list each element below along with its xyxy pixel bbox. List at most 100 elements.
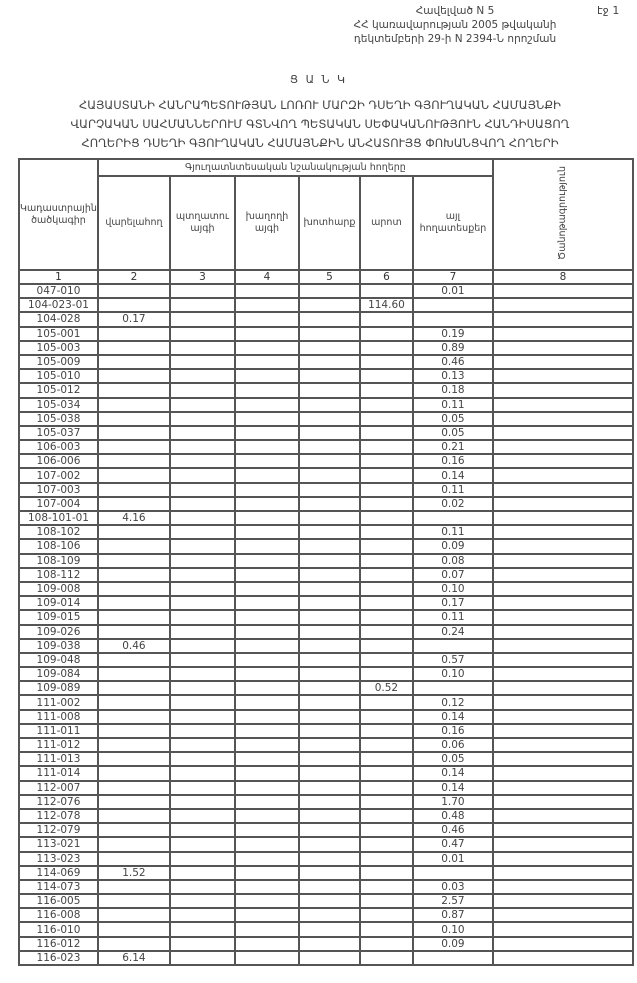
cell-orchard [168, 580, 236, 598]
cell-cadastral-code: 108-109 [18, 552, 99, 569]
cell-hayfield [297, 651, 361, 669]
header-cadastral-code: Կադաստրային ծածկագիր [18, 158, 99, 271]
cell-orchard [168, 708, 236, 725]
table-row: 105-034 0.11 [18, 396, 634, 413]
cell-notes [491, 566, 634, 583]
cell-other-lands: 0.57 [411, 651, 494, 669]
cell-arable [96, 325, 171, 342]
cell-arable [96, 339, 171, 356]
cell-orchard [168, 410, 236, 427]
cell-hayfield [297, 538, 361, 555]
cell-hayfield [297, 282, 361, 300]
cell-vineyard [233, 637, 300, 654]
cell-notes [491, 793, 634, 810]
cell-vineyard [233, 694, 300, 711]
cell-pasture [358, 509, 414, 527]
cell-orchard [168, 325, 236, 342]
cell-notes [491, 878, 634, 896]
table-row: 111-011 0.16 [18, 722, 634, 740]
cell-vineyard [233, 864, 300, 881]
cell-cadastral-code: 108-101-01 [18, 509, 99, 527]
table-row: 107-002 0.14 [18, 467, 634, 484]
table-row: 114-073 0.03 [18, 878, 634, 896]
header-hayfield: խոտհարք [297, 175, 361, 271]
table-row: 113-021 0.47 [18, 836, 634, 853]
cell-hayfield [297, 325, 361, 342]
cell-vineyard [233, 424, 300, 442]
cell-hayfield [297, 453, 361, 470]
cell-notes [491, 552, 634, 569]
table-row: 112-078 0.48 [18, 807, 634, 825]
cell-cadastral-code: 112-076 [18, 793, 99, 810]
annex-line: ՀՀ կառավարության 2005 թվականի [353, 19, 557, 31]
cell-orchard [168, 439, 236, 456]
cell-cadastral-code: 114-073 [18, 878, 99, 896]
header-orchard: պտղատու այգի [168, 175, 236, 271]
cell-notes [491, 907, 634, 924]
cell-notes [491, 609, 634, 626]
cell-vineyard [233, 893, 300, 910]
cell-other-lands: 0.05 [411, 424, 494, 442]
cell-hayfield [297, 353, 361, 371]
column-number: 2 [96, 269, 171, 285]
cell-other-lands: 0.01 [411, 282, 494, 300]
cell-hayfield [297, 736, 361, 754]
cell-notes [491, 722, 634, 740]
table-row: 109-089 0.52 [18, 680, 634, 697]
table-row: 109-015 0.11 [18, 609, 634, 626]
cell-pasture [358, 453, 414, 470]
cell-vineyard [233, 708, 300, 725]
cell-other-lands: 2.57 [411, 893, 494, 910]
cell-other-lands: 0.01 [411, 850, 494, 867]
cell-other-lands: 0.16 [411, 722, 494, 740]
cell-notes [491, 751, 634, 768]
cell-cadastral-code: 116-012 [18, 935, 99, 952]
cell-hayfield [297, 836, 361, 853]
cell-hayfield [297, 907, 361, 924]
table-row: 116-023 6.14 [18, 949, 634, 967]
cell-arable [96, 907, 171, 924]
cell-arable [96, 368, 171, 385]
cell-vineyard [233, 609, 300, 626]
cell-orchard [168, 793, 236, 810]
cell-vineyard [233, 623, 300, 640]
table-row: 107-003 0.11 [18, 481, 634, 498]
cell-orchard [168, 623, 236, 640]
annex-line: Հավելված N 5 [415, 5, 495, 17]
cell-pasture [358, 495, 414, 513]
cell-vineyard [233, 765, 300, 782]
cell-other-lands: 0.46 [411, 353, 494, 371]
cell-pasture [358, 666, 414, 683]
cell-orchard [168, 467, 236, 484]
cell-orchard [168, 396, 236, 413]
table-row: 109-014 0.17 [18, 595, 634, 612]
cell-orchard [168, 311, 236, 328]
cell-arable [96, 467, 171, 484]
table-row: 106-003 0.21 [18, 439, 634, 456]
cell-cadastral-code: 109-014 [18, 595, 99, 612]
cell-notes [491, 396, 634, 413]
cell-vineyard [233, 453, 300, 470]
cell-pasture [358, 793, 414, 810]
cell-other-lands: 0.87 [411, 907, 494, 924]
cell-arable [96, 424, 171, 442]
cell-arable [96, 751, 171, 768]
cell-pasture: 114.60 [358, 297, 414, 314]
cell-vineyard [233, 736, 300, 754]
land-table: Կադաստրային ծածկագիր Գյուղատնտեսական նշա… [18, 158, 634, 967]
cell-orchard [168, 538, 236, 555]
cell-orchard [168, 850, 236, 867]
cell-orchard [168, 424, 236, 442]
cell-pasture [358, 325, 414, 342]
cell-pasture [358, 807, 414, 825]
cell-vineyard [233, 822, 300, 839]
cell-pasture: 0.52 [358, 680, 414, 697]
subtitle-line: ՀԱՅԱՍՏԱՆԻ ՀԱՆՐԱՊԵՏՈՒԹՅԱՆ ԼՈՌՈՒ ՄԱՐԶԻ ԴՍԵ… [79, 98, 561, 112]
table-row: 108-101-01 4.16 [18, 509, 634, 527]
cell-pasture [358, 566, 414, 583]
cell-cadastral-code: 106-006 [18, 453, 99, 470]
cell-pasture [358, 538, 414, 555]
cell-cadastral-code: 111-008 [18, 708, 99, 725]
cell-orchard [168, 282, 236, 300]
cell-cadastral-code: 105-010 [18, 368, 99, 385]
